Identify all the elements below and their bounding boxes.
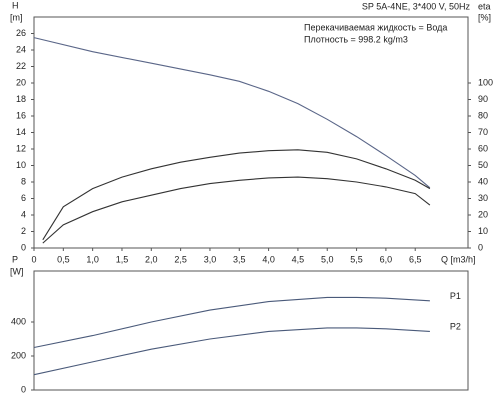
series-label: P2	[450, 322, 461, 332]
y-tick-label: 200	[11, 350, 26, 360]
x-tick-label: 0	[31, 254, 36, 264]
y-axis-unit: [W]	[10, 266, 24, 276]
x-tick-label: 6,0	[380, 254, 393, 264]
y2-tick-label: 30	[478, 193, 488, 203]
x-tick-label: 0,5	[57, 254, 70, 264]
y-tick-label: 22	[16, 61, 26, 71]
y-tick-label: 400	[11, 316, 26, 326]
y-tick-label: 4	[21, 209, 26, 219]
y-tick-label: 26	[16, 28, 26, 38]
x-tick-label: 5,0	[321, 254, 334, 264]
y-axis-label: P	[12, 254, 18, 264]
x-tick-label: 6,5	[409, 254, 422, 264]
y2-tick-label: 70	[478, 127, 488, 137]
x-tick-label: 3,0	[204, 254, 217, 264]
curve	[42, 176, 431, 244]
x-tick-label: 4,5	[292, 254, 305, 264]
y-tick-label: 10	[16, 160, 26, 170]
x-tick-label: 4,0	[262, 254, 275, 264]
y-tick-label: 0	[21, 242, 26, 252]
y2-tick-label: 10	[478, 226, 488, 236]
series-label: P1	[450, 291, 461, 301]
x-tick-label: 5,5	[350, 254, 363, 264]
y-tick-label: 24	[16, 44, 26, 54]
curve	[33, 37, 431, 189]
x-tick-label: 3,5	[233, 254, 246, 264]
x-axis-label: Q [m3/h]	[441, 254, 476, 264]
y-tick-label: 6	[21, 193, 26, 203]
y-tick-label: 12	[16, 143, 26, 153]
y2-tick-label: 20	[478, 209, 488, 219]
annotation: Перекачиваемая жидкость = Вода	[304, 22, 447, 32]
y2-tick-label: 100	[478, 77, 493, 87]
y-tick-label: 14	[16, 127, 26, 137]
x-tick-label: 1,5	[116, 254, 129, 264]
curve	[33, 327, 430, 376]
y2-axis-label: eta	[478, 1, 491, 11]
y-tick-label: 18	[16, 94, 26, 104]
y-axis-unit: [m]	[10, 12, 23, 22]
plot-frame	[33, 270, 469, 391]
y-axis-label: H	[12, 0, 19, 10]
annotation: Плотность = 998.2 kg/m3	[304, 34, 408, 44]
y2-tick-label: 50	[478, 160, 488, 170]
y2-tick-label: 60	[478, 143, 488, 153]
curve	[33, 296, 430, 349]
chart-title: SP 5A-4NE, 3*400 V, 50Hz	[362, 1, 471, 11]
plot-frame	[33, 16, 469, 249]
y2-tick-label: 0	[478, 242, 483, 252]
y-tick-label: 2	[21, 226, 26, 236]
x-tick-label: 2,5	[174, 254, 187, 264]
y2-tick-label: 90	[478, 94, 488, 104]
curve	[42, 149, 431, 241]
x-tick-label: 1,0	[86, 254, 99, 264]
y2-tick-label: 80	[478, 110, 488, 120]
x-tick-label: 2,0	[145, 254, 158, 264]
y2-axis-unit: [%]	[478, 12, 491, 22]
y-tick-label: 16	[16, 110, 26, 120]
y-tick-label: 0	[21, 384, 26, 394]
y-tick-label: 8	[21, 176, 26, 186]
y-tick-label: 20	[16, 77, 26, 87]
y2-tick-label: 40	[478, 176, 488, 186]
